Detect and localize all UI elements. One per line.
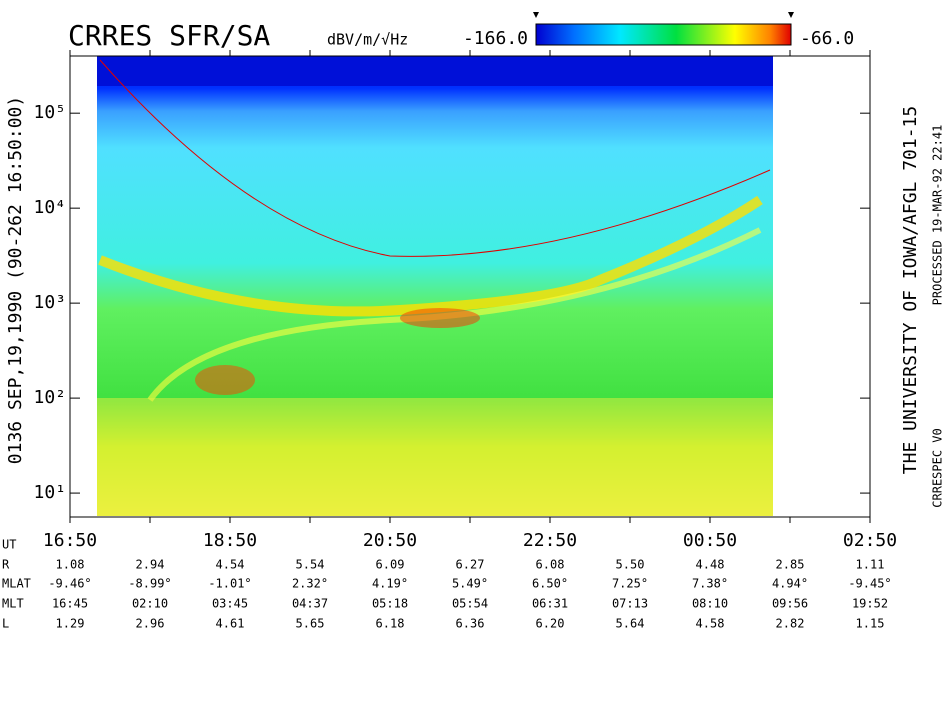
ephemeris-value: 07:13 [612, 597, 648, 611]
ephemeris-value: 4.19° [372, 577, 408, 591]
emission-band [98, 195, 763, 317]
ephemeris-value: -9.46° [48, 577, 91, 591]
y-tick-label: 10³ [33, 292, 66, 313]
ephemeris-value: 2.32° [292, 577, 328, 591]
version: CRRESPEC V0 [931, 428, 945, 507]
ephemeris-value: 2.94 [136, 558, 165, 572]
ephemeris-value: -1.01° [208, 577, 251, 591]
emission-spot [195, 365, 255, 395]
x-tick-label: 20:50 [363, 530, 417, 551]
ephemeris-value: 4.54 [216, 558, 245, 572]
ephemeris-value: 1.15 [856, 617, 885, 631]
y-tick-label: 10⁵ [33, 102, 66, 123]
x-tick-label: 18:50 [203, 530, 257, 551]
x-tick-label: 16:50 [43, 530, 97, 551]
cutoff-curve [99, 59, 771, 257]
ephemeris-value: -8.99° [128, 577, 171, 591]
ephemeris-value: 02:10 [132, 597, 168, 611]
ephemeris-value: 2.82 [776, 617, 805, 631]
credit: THE UNIVERSITY OF IOWA/AFGL 701-15 [900, 106, 921, 474]
ephemeris-value: 1.29 [56, 617, 85, 631]
y-tick-label: 10⁴ [33, 197, 66, 218]
ephemeris-value: 6.50° [532, 577, 568, 591]
ephemeris-name: L [2, 617, 9, 631]
ephemeris-value: 6.36 [456, 617, 485, 631]
ephemeris-value: 05:54 [452, 597, 488, 611]
ephemeris-value: 5.49° [452, 577, 488, 591]
processed: PROCESSED 19-MAR-92 22:41 [931, 125, 945, 306]
ephemeris-value: 6.20 [536, 617, 565, 631]
ephemeris-value: -9.45° [848, 577, 891, 591]
ephemeris-value: 16:45 [52, 597, 88, 611]
ephemeris-value: 1.11 [856, 558, 885, 572]
ephemeris-value: 09:56 [772, 597, 808, 611]
colorbar [535, 23, 792, 46]
x-tick-label: 02:50 [843, 530, 897, 551]
ephemeris-value: 6.08 [536, 558, 565, 572]
ephemeris-value: 1.08 [56, 558, 85, 572]
ephemeris-value: 5.65 [296, 617, 325, 631]
ephemeris-value: 6.09 [376, 558, 405, 572]
x-tick-label: 22:50 [523, 530, 577, 551]
ephemeris-value: 03:45 [212, 597, 248, 611]
y-tick-label: 10² [33, 387, 66, 408]
ephemeris-value: 5.64 [616, 617, 645, 631]
ephemeris-value: 2.85 [776, 558, 805, 572]
y-axis-label: 0136 SEP,19,1990 (90-262 16:50:00) [5, 96, 26, 464]
ephemeris-name: MLT [2, 597, 24, 611]
spectrogram-band [97, 56, 773, 86]
emission-spot [400, 308, 480, 328]
ephemeris-value: 4.48 [696, 558, 725, 572]
colorbar-marker [788, 12, 794, 18]
ephemeris-value: 06:31 [532, 597, 568, 611]
colorbar-tick-label: -66.0 [800, 28, 854, 49]
x-axis-label: UT [2, 538, 16, 552]
y-tick-label: 10¹ [33, 482, 66, 503]
colorbar-label: dBV/m/√Hz [327, 31, 408, 49]
ephemeris-value: 4.94° [772, 577, 808, 591]
ephemeris-value: 7.25° [612, 577, 648, 591]
colorbar-marker [533, 12, 539, 18]
ephemeris-value: 04:37 [292, 597, 328, 611]
ephemeris-value: 6.18 [376, 617, 405, 631]
ephemeris-value: 2.96 [136, 617, 165, 631]
chart-title: CRRES SFR/SA [68, 19, 270, 52]
ephemeris-name: MLAT [2, 577, 31, 591]
ephemeris-value: 08:10 [692, 597, 728, 611]
ephemeris-name: R [2, 558, 10, 572]
spectrogram-band [97, 398, 773, 516]
ephemeris-value: 6.27 [456, 558, 485, 572]
ephemeris-value: 5.54 [296, 558, 325, 572]
ephemeris-value: 05:18 [372, 597, 408, 611]
ephemeris-value: 19:52 [852, 597, 888, 611]
x-tick-label: 00:50 [683, 530, 737, 551]
ephemeris-value: 5.50 [616, 558, 645, 572]
ephemeris-value: 7.38° [692, 577, 728, 591]
ephemeris-value: 4.58 [696, 617, 725, 631]
colorbar-tick-label: -166.0 [463, 28, 528, 49]
ephemeris-value: 4.61 [216, 617, 245, 631]
